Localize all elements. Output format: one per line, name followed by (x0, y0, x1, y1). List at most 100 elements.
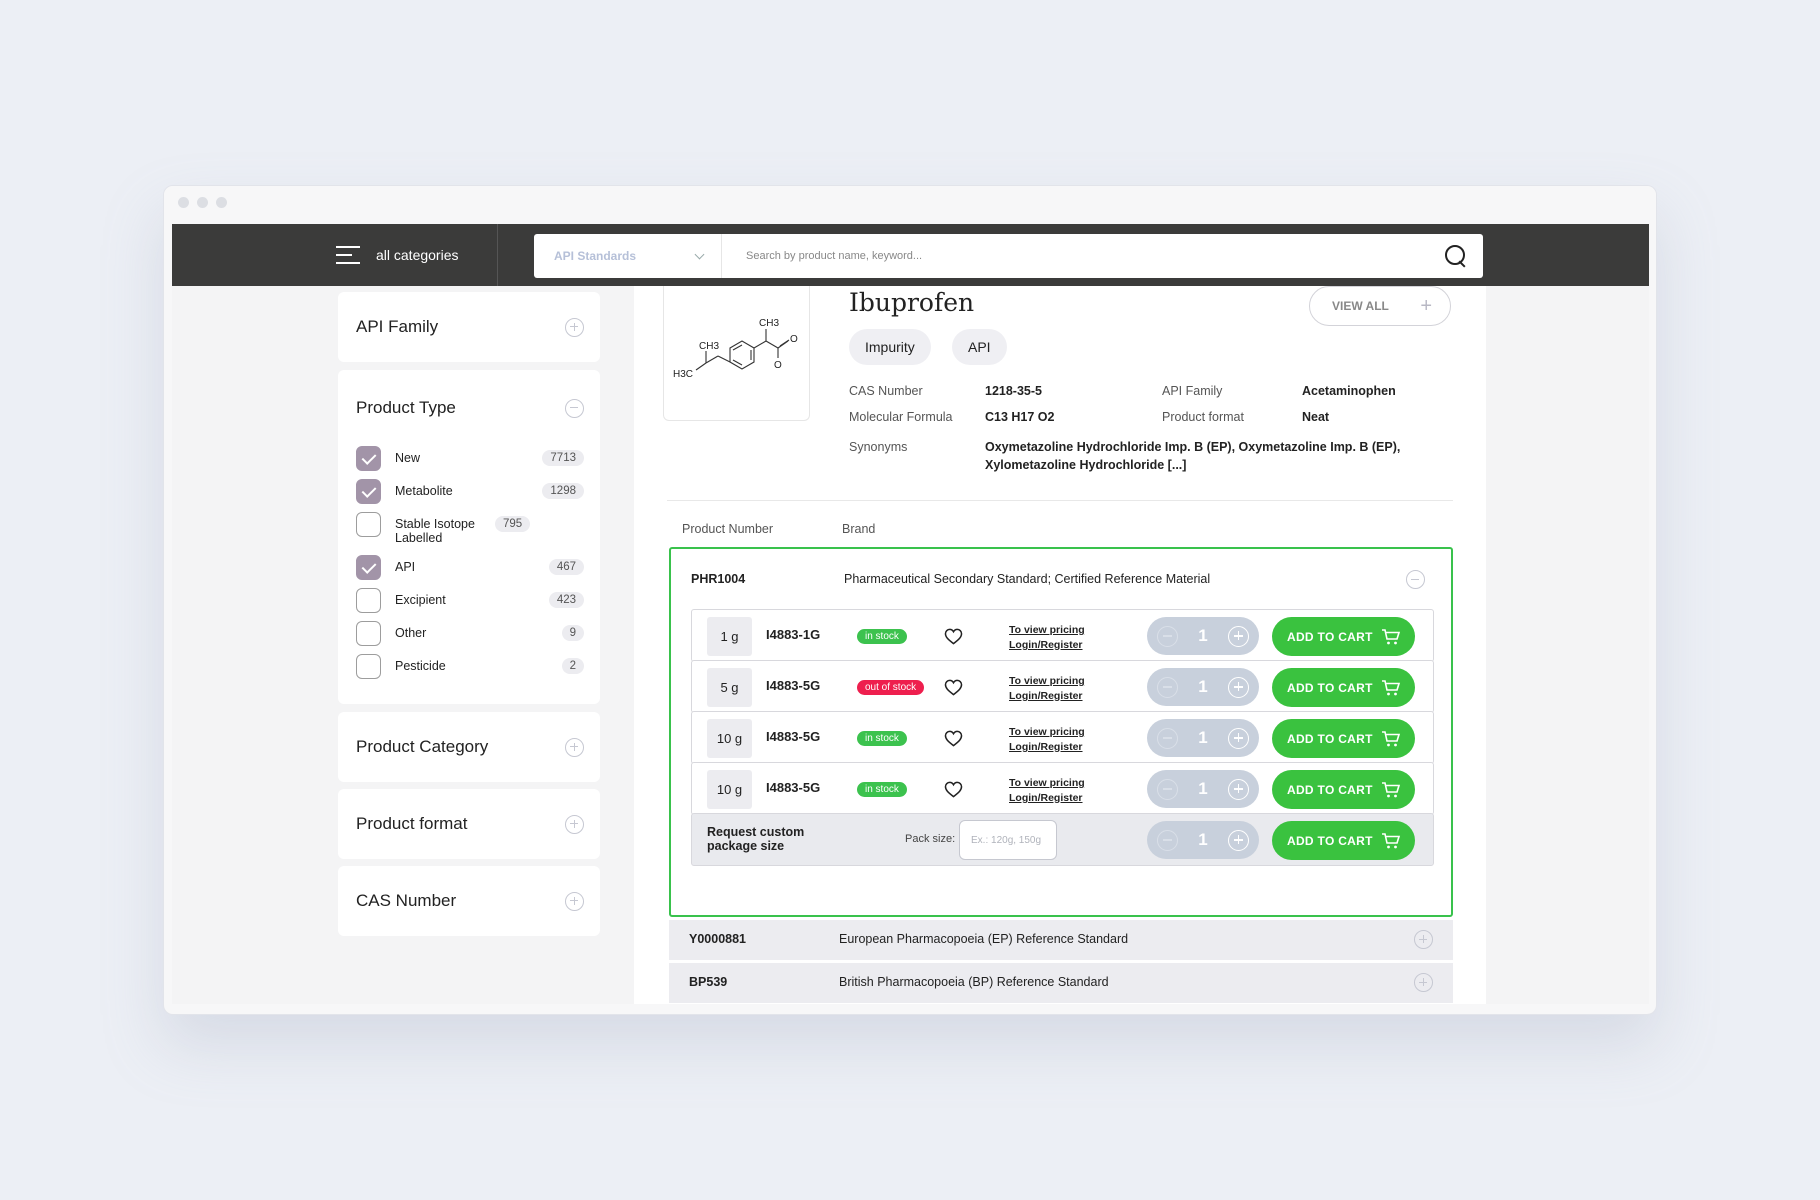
product-variant-collapsed[interactable]: BP539 British Pharmacopoeia (BP) Referen… (669, 963, 1453, 1003)
checkbox[interactable] (356, 512, 381, 537)
increment-button[interactable] (1228, 829, 1249, 851)
decrement-button[interactable] (1157, 829, 1178, 851)
pack-size-input[interactable] (959, 820, 1057, 860)
count-badge: 423 (548, 592, 584, 608)
filter-title: Product format (356, 814, 468, 833)
view-all-button[interactable]: VIEW ALL + (1309, 286, 1451, 326)
decrement-button[interactable] (1157, 625, 1178, 647)
add-to-cart-label: ADD TO CART (1287, 680, 1373, 695)
add-to-cart-button[interactable]: ADD TO CART (1272, 617, 1415, 656)
increment-button[interactable] (1228, 727, 1249, 749)
pricing-login-link[interactable]: To view pricing Login/Register (1009, 674, 1085, 703)
decrement-button[interactable] (1157, 676, 1178, 698)
pricing-line-1: To view pricing (1009, 624, 1085, 636)
pack-size: 10 g (707, 770, 752, 809)
browser-window: all categories API Standards API Family … (163, 185, 1657, 1015)
quantity-value: 1 (1198, 626, 1208, 645)
cart-icon (1382, 679, 1401, 695)
api-family-value: Acetaminophen (1302, 384, 1396, 398)
expand-plus-icon[interactable] (1414, 930, 1433, 949)
hamburger-icon[interactable] (336, 246, 360, 264)
expand-plus-icon[interactable] (565, 891, 584, 911)
option-label: API (395, 560, 416, 574)
collapse-minus-icon[interactable] (1406, 570, 1425, 589)
option-other[interactable]: Other 9 (338, 621, 600, 654)
option-api[interactable]: API 467 (338, 555, 600, 588)
option-pesticide[interactable]: Pesticide 2 (338, 654, 600, 687)
increment-button[interactable] (1228, 625, 1249, 647)
tag-impurity[interactable]: Impurity (849, 329, 931, 365)
filter-api-family-header[interactable]: API Family (338, 292, 600, 362)
heart-icon[interactable] (944, 730, 963, 747)
search-input[interactable] (722, 236, 1443, 276)
window-control-close[interactable] (178, 196, 189, 208)
filter-cas-number-header[interactable]: CAS Number (338, 866, 600, 936)
expand-plus-icon[interactable] (565, 317, 584, 337)
quantity-value: 1 (1198, 830, 1208, 849)
pricing-login-link[interactable]: To view pricing Login/Register (1009, 725, 1085, 754)
tag-api[interactable]: API (952, 329, 1007, 365)
pack-size-label: Pack size: (905, 833, 956, 845)
filter-product-type-header[interactable]: Product Type (338, 370, 600, 446)
count-badge: 795 (495, 516, 531, 532)
option-stable-isotope[interactable]: Stable Isotope Labelled 795 (338, 512, 600, 555)
checkbox[interactable] (356, 588, 381, 613)
pricing-line-2: Login/Register (1009, 638, 1083, 651)
window-control-minimize[interactable] (197, 196, 208, 208)
heart-icon[interactable] (944, 781, 963, 798)
quantity-stepper: 1 (1147, 770, 1259, 808)
add-to-cart-button[interactable]: ADD TO CART (1272, 719, 1415, 758)
variant-header[interactable]: PHR1004 Pharmaceutical Secondary Standar… (671, 549, 1451, 609)
pack-row: 5 g I4883-5G out of stock To view pricin… (691, 660, 1434, 713)
custom-label-line-1: Request custom (707, 825, 805, 839)
option-metabolite[interactable]: Metabolite 1298 (338, 479, 600, 512)
divider (667, 500, 1453, 501)
checkbox[interactable] (356, 621, 381, 646)
filter-product-category-header[interactable]: Product Category (338, 712, 600, 782)
pricing-line-1: To view pricing (1009, 726, 1085, 738)
checkbox[interactable] (356, 654, 381, 679)
synonyms-line-2: Xylometazoline Hydrochloride [...] (985, 458, 1187, 472)
heart-icon[interactable] (944, 628, 963, 645)
checkbox[interactable] (356, 446, 381, 471)
increment-button[interactable] (1228, 676, 1249, 698)
pricing-login-link[interactable]: To view pricing Login/Register (1009, 776, 1085, 805)
increment-button[interactable] (1228, 778, 1249, 800)
option-label: Other (395, 626, 427, 640)
all-categories-menu[interactable]: all categories (336, 224, 459, 286)
add-to-cart-label: ADD TO CART (1287, 833, 1373, 848)
search-icon[interactable] (1443, 243, 1469, 269)
product-variant-collapsed[interactable]: Y0000881 European Pharmacopoeia (EP) Ref… (669, 920, 1453, 960)
add-to-cart-button[interactable]: ADD TO CART (1272, 770, 1415, 809)
add-to-cart-button[interactable]: ADD TO CART (1272, 668, 1415, 707)
window-control-maximize[interactable] (216, 196, 227, 208)
filter-product-format-header[interactable]: Product format (338, 789, 600, 859)
search-category-select[interactable]: API Standards (534, 234, 722, 278)
collapse-minus-icon[interactable] (565, 398, 584, 418)
decrement-button[interactable] (1157, 727, 1178, 749)
structure-label-h3c: H3C (673, 369, 693, 380)
count-badge: 1298 (542, 483, 584, 499)
option-new[interactable]: New 7713 (338, 446, 600, 479)
structure-label-o-bottom: O (774, 360, 782, 371)
pricing-line-1: To view pricing (1009, 675, 1085, 687)
add-to-cart-label: ADD TO CART (1287, 782, 1373, 797)
column-header-brand: Brand (842, 522, 876, 536)
expand-plus-icon[interactable] (565, 737, 584, 757)
decrement-button[interactable] (1157, 778, 1178, 800)
pricing-line-2: Login/Register (1009, 689, 1083, 702)
expand-plus-icon[interactable] (565, 814, 584, 834)
checkbox[interactable] (356, 555, 381, 580)
quantity-value: 1 (1198, 779, 1208, 798)
filter-api-family: API Family (338, 292, 600, 362)
pack-size: 5 g (707, 668, 752, 707)
count-badge: 2 (561, 658, 584, 674)
heart-icon[interactable] (944, 679, 963, 696)
option-excipient[interactable]: Excipient 423 (338, 588, 600, 621)
pricing-login-link[interactable]: To view pricing Login/Register (1009, 623, 1085, 652)
add-to-cart-button[interactable]: ADD TO CART (1272, 821, 1415, 860)
expand-plus-icon[interactable] (1414, 973, 1433, 992)
filter-product-format: Product format (338, 789, 600, 859)
checkbox[interactable] (356, 479, 381, 504)
option-label: Pesticide (395, 659, 446, 673)
